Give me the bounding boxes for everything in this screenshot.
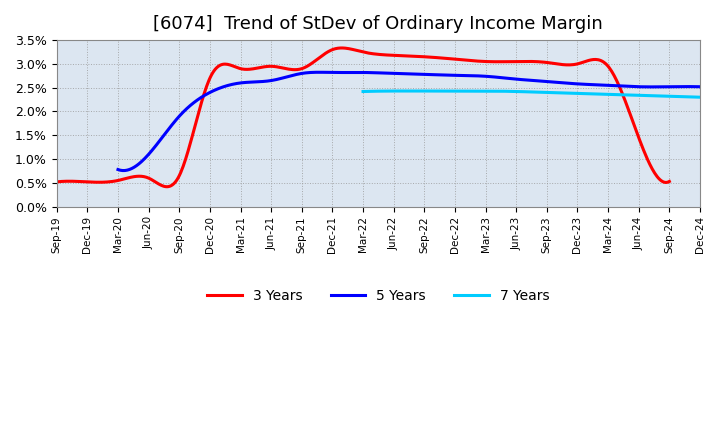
5 Years	[696, 84, 704, 89]
7 Years	[636, 93, 644, 98]
3 Years	[420, 54, 428, 59]
7 Years	[521, 89, 530, 95]
5 Years	[593, 82, 602, 88]
3 Years	[665, 179, 674, 184]
Line: 5 Years: 5 Years	[118, 72, 700, 171]
3 Years	[337, 45, 346, 51]
3 Years	[53, 179, 61, 184]
5 Years	[431, 72, 439, 77]
5 Years	[684, 84, 693, 89]
7 Years	[696, 95, 704, 100]
5 Years	[462, 73, 471, 78]
3 Years	[346, 46, 354, 51]
7 Years	[560, 90, 569, 95]
7 Years	[469, 88, 478, 94]
5 Years	[315, 70, 323, 75]
7 Years	[541, 90, 550, 95]
Title: [6074]  Trend of StDev of Ordinary Income Margin: [6074] Trend of StDev of Ordinary Income…	[153, 15, 603, 33]
Line: 3 Years: 3 Years	[57, 48, 670, 187]
7 Years	[519, 89, 528, 94]
Legend: 3 Years, 5 Years, 7 Years: 3 Years, 5 Years, 7 Years	[202, 283, 555, 308]
7 Years	[688, 94, 697, 99]
7 Years	[359, 89, 367, 94]
3 Years	[653, 174, 662, 179]
5 Years	[392, 71, 401, 76]
3 Years	[387, 52, 395, 58]
3 Years	[163, 184, 171, 189]
5 Years	[396, 71, 405, 76]
3 Years	[557, 62, 566, 67]
5 Years	[120, 168, 128, 173]
5 Years	[114, 167, 122, 172]
Line: 7 Years: 7 Years	[363, 91, 700, 97]
3 Years	[349, 47, 358, 52]
